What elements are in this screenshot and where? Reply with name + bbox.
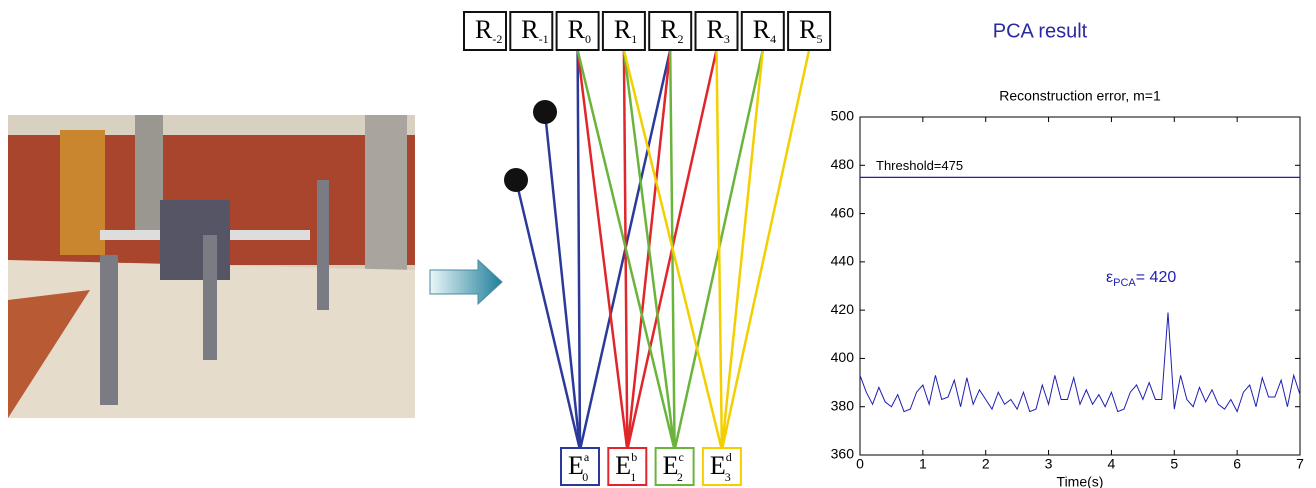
annotation-symbol: ε: [1106, 269, 1113, 286]
subscript: 0: [582, 470, 588, 484]
target: [533, 100, 557, 124]
x-tick-label: 3: [1045, 456, 1053, 472]
x-tick-label: 4: [1108, 456, 1116, 472]
annotation-text: = 420: [1136, 269, 1177, 286]
x-tick-label: 1: [919, 456, 927, 472]
y-tick-label: 380: [831, 397, 855, 413]
link: [578, 50, 580, 450]
letter: R: [799, 15, 817, 44]
arrow: [430, 260, 502, 304]
x-tick-label: 7: [1296, 456, 1304, 472]
subscript: 1: [630, 470, 636, 484]
letter: R: [568, 15, 586, 44]
subscript: -2: [492, 32, 502, 46]
y-tick-label: 440: [831, 253, 855, 269]
link: [516, 180, 580, 450]
subscript: 2: [678, 32, 684, 46]
letter: R: [707, 15, 725, 44]
letter: R: [660, 15, 678, 44]
letter: R: [521, 15, 539, 44]
letter: E: [710, 451, 726, 480]
chart-title: Reconstruction error, m=1: [999, 88, 1161, 104]
heading: PCA result: [993, 20, 1088, 42]
subscript: 5: [816, 32, 822, 46]
letter: R: [475, 15, 493, 44]
y-tick-label: 500: [831, 108, 855, 124]
target: [504, 168, 528, 192]
x-axis-label: Time(s): [1057, 474, 1104, 488]
superscript: d: [726, 450, 732, 464]
x-tick-label: 0: [856, 456, 864, 472]
link: [722, 50, 809, 450]
figure: R-2R-1R0R1R2R3R4R5Ea0Eb1Ec2Ed3 PCA resul…: [0, 0, 1316, 488]
line-series: [860, 313, 1300, 412]
subscript: 2: [677, 470, 683, 484]
letter: R: [753, 15, 771, 44]
superscript: a: [584, 450, 590, 464]
letter: R: [614, 15, 632, 44]
photo: [8, 115, 415, 418]
threshold-label: Threshold=475: [876, 158, 963, 173]
subscript: 0: [585, 32, 591, 46]
x-tick-label: 6: [1233, 456, 1241, 472]
y-tick-label: 420: [831, 301, 855, 317]
link: [624, 50, 675, 450]
superscript: b: [631, 450, 637, 464]
chart: Reconstruction error, m=1360380400420440…: [831, 88, 1304, 488]
page: {"receivers": [{"letter": "R", "sub": "-…: [0, 0, 1316, 488]
y-tick-label: 400: [831, 349, 855, 365]
link: [578, 50, 628, 450]
superscript: c: [678, 450, 683, 464]
annotation-sub: PCA: [1113, 277, 1136, 289]
link: [545, 112, 580, 450]
y-tick-label: 460: [831, 204, 855, 220]
link: [717, 50, 722, 450]
y-tick-label: 360: [831, 446, 855, 462]
x-tick-label: 5: [1170, 456, 1178, 472]
subscript: 1: [631, 32, 637, 46]
subscript: 3: [725, 470, 731, 484]
y-tick-label: 480: [831, 156, 855, 172]
subscript: 3: [724, 32, 730, 46]
x-tick-label: 2: [982, 456, 990, 472]
annotation: εPCA= 420: [1106, 269, 1176, 289]
letter: E: [615, 451, 631, 480]
link: [722, 50, 763, 450]
subscript: 4: [770, 32, 776, 46]
subscript: -1: [539, 32, 549, 46]
